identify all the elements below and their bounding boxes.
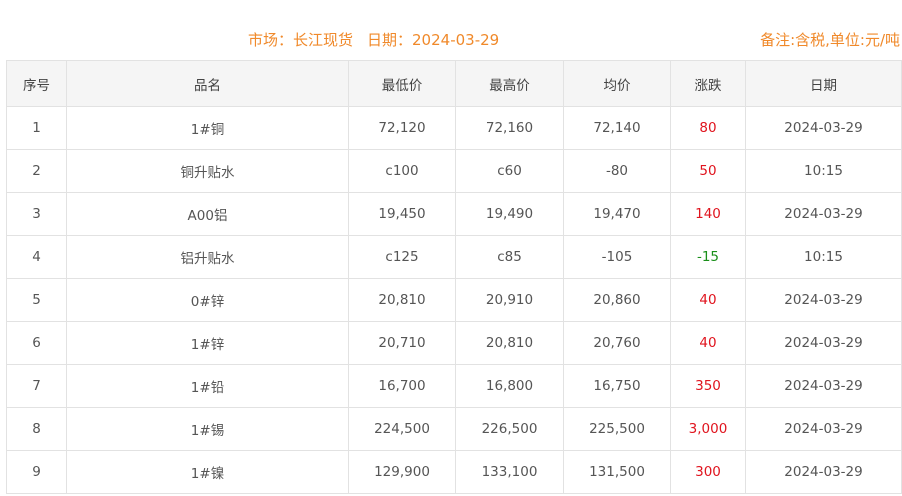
column-header: 涨跌 bbox=[670, 60, 746, 107]
table-cell: 2024-03-29 bbox=[745, 106, 902, 150]
column-header: 序号 bbox=[6, 60, 67, 107]
date-label: 日期：2024-03-29 bbox=[367, 31, 500, 49]
table-row: 4 铝升贴水 c125 c85 -105 -15 10:15 bbox=[6, 235, 902, 279]
table-row: 1 1#铜 72,120 72,160 72,140 80 2024-03-29 bbox=[6, 106, 902, 150]
table-row: 5 0#锌 20,810 20,910 20,860 40 2024-03-29 bbox=[6, 278, 902, 322]
column-header: 品名 bbox=[66, 60, 349, 107]
table-cell: 225,500 bbox=[563, 407, 671, 451]
table-cell: 20,860 bbox=[563, 278, 671, 322]
table-cell: 133,100 bbox=[455, 450, 564, 494]
table-cell: 20,910 bbox=[455, 278, 564, 322]
table-cell: 40 bbox=[670, 278, 746, 322]
table-cell: c60 bbox=[455, 149, 564, 193]
table-cell: 2024-03-29 bbox=[745, 278, 902, 322]
table-cell: 350 bbox=[670, 364, 746, 408]
table-cell: 20,760 bbox=[563, 321, 671, 365]
table-row: 2 铜升贴水 c100 c60 -80 50 10:15 bbox=[6, 149, 902, 193]
table-cell: c100 bbox=[348, 149, 456, 193]
table-cell: 16,700 bbox=[348, 364, 456, 408]
table-cell: 7 bbox=[6, 364, 67, 408]
table-cell: 226,500 bbox=[455, 407, 564, 451]
table-cell: 300 bbox=[670, 450, 746, 494]
table-cell: 16,750 bbox=[563, 364, 671, 408]
table-cell: 19,490 bbox=[455, 192, 564, 236]
column-header: 均价 bbox=[563, 60, 671, 107]
market-title: 市场：长江现货 日期：2024-03-29 bbox=[248, 29, 513, 50]
table-cell: 9 bbox=[6, 450, 67, 494]
table-row: 7 1#铅 16,700 16,800 16,750 350 2024-03-29 bbox=[6, 364, 902, 408]
table-cell: 10:15 bbox=[745, 235, 902, 279]
market-label: 市场：长江现货 bbox=[248, 31, 354, 49]
table-cell: 2024-03-29 bbox=[745, 450, 902, 494]
table-cell: -80 bbox=[563, 149, 671, 193]
table-row: 9 1#镍 129,900 133,100 131,500 300 2024-03-29 bbox=[6, 450, 902, 494]
table-cell: 6 bbox=[6, 321, 67, 365]
unit-note: 备注:含税,单位:元/吨 bbox=[760, 31, 900, 49]
table-cell: 2024-03-29 bbox=[745, 407, 902, 451]
price-table: 序号 品名 最低价 最高价 均价 涨跌 日期 1 1#铜 72,120 72,160 72,140 8… bbox=[6, 60, 902, 494]
table-cell: 2024-03-29 bbox=[745, 321, 902, 365]
table-cell: 1#铜 bbox=[66, 106, 349, 150]
table-cell: 4 bbox=[6, 235, 67, 279]
table-cell: 20,710 bbox=[348, 321, 456, 365]
table-cell: 5 bbox=[6, 278, 67, 322]
table-cell: c85 bbox=[455, 235, 564, 279]
table-cell: 19,470 bbox=[563, 192, 671, 236]
table-cell: 1#锡 bbox=[66, 407, 349, 451]
table-cell: 2024-03-29 bbox=[745, 364, 902, 408]
table-cell: 80 bbox=[670, 106, 746, 150]
table-cell: -105 bbox=[563, 235, 671, 279]
table-cell: 72,120 bbox=[348, 106, 456, 150]
table-cell: 1 bbox=[6, 106, 67, 150]
table-cell: 铝升贴水 bbox=[66, 235, 349, 279]
table-cell: 40 bbox=[670, 321, 746, 365]
table-cell: 铜升贴水 bbox=[66, 149, 349, 193]
table-row: 6 1#锌 20,710 20,810 20,760 40 2024-03-29 bbox=[6, 321, 902, 365]
table-cell: 3 bbox=[6, 192, 67, 236]
table-cell: 1#锌 bbox=[66, 321, 349, 365]
table-row: 3 A00铝 19,450 19,490 19,470 140 2024-03-29 bbox=[6, 192, 902, 236]
table-cell: 140 bbox=[670, 192, 746, 236]
table-cell: 8 bbox=[6, 407, 67, 451]
table-cell: 20,810 bbox=[348, 278, 456, 322]
table-cell: 72,140 bbox=[563, 106, 671, 150]
column-header: 日期 bbox=[745, 60, 902, 107]
table-cell: 50 bbox=[670, 149, 746, 193]
table-cell: 1#铅 bbox=[66, 364, 349, 408]
table-cell: 131,500 bbox=[563, 450, 671, 494]
table-cell: -15 bbox=[670, 235, 746, 279]
table-cell: 10:15 bbox=[745, 149, 902, 193]
table-cell: 1#镍 bbox=[66, 450, 349, 494]
column-header: 最低价 bbox=[348, 60, 456, 107]
table-cell: 0#锌 bbox=[66, 278, 349, 322]
table-cell: 224,500 bbox=[348, 407, 456, 451]
table-cell: 2024-03-29 bbox=[745, 192, 902, 236]
table-cell: 19,450 bbox=[348, 192, 456, 236]
table-cell: 72,160 bbox=[455, 106, 564, 150]
table-cell: 2 bbox=[6, 149, 67, 193]
table-cell: c125 bbox=[348, 235, 456, 279]
table-cell: 20,810 bbox=[455, 321, 564, 365]
table-cell: 129,900 bbox=[348, 450, 456, 494]
table-cell: A00铝 bbox=[66, 192, 349, 236]
table-header-row: 序号 品名 最低价 最高价 均价 涨跌 日期 bbox=[6, 60, 902, 107]
table-cell: 16,800 bbox=[455, 364, 564, 408]
column-header: 最高价 bbox=[455, 60, 564, 107]
table-cell: 3,000 bbox=[670, 407, 746, 451]
table-row: 8 1#锡 224,500 226,500 225,500 3,000 2024-03-29 bbox=[6, 407, 902, 451]
